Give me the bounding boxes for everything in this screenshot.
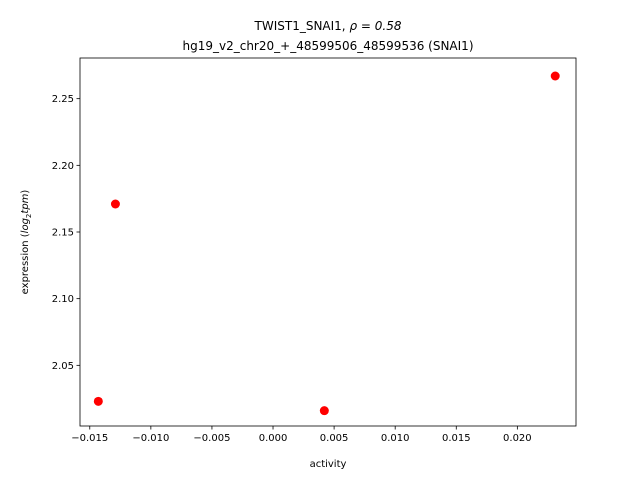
x-axis-label: activity xyxy=(310,459,347,470)
x-tick-label: −0.005 xyxy=(193,433,230,444)
axes-frame xyxy=(79,57,577,427)
y-tick-label: 2.25 xyxy=(52,94,74,105)
axes-background xyxy=(80,58,576,426)
title-series: TWIST1_SNAI1, xyxy=(254,19,350,33)
data-point xyxy=(110,199,120,209)
data-point xyxy=(550,71,560,81)
x-tick-label: 0.005 xyxy=(320,433,349,444)
x-tick-label: 0.000 xyxy=(259,433,288,444)
data-point xyxy=(93,396,103,406)
data-points xyxy=(93,71,560,416)
x-axis-ticks: −0.015 −0.010 −0.005 0.000 0.005 0.010 0.015 0.… xyxy=(71,426,532,444)
y-tick-label: 2.05 xyxy=(52,361,74,372)
y-label-prefix: expression ( xyxy=(20,233,31,294)
x-tick-label: −0.015 xyxy=(71,433,108,444)
y-label-suffix: ) xyxy=(20,190,31,194)
y-tick-label: 2.20 xyxy=(52,161,74,172)
chart-title-line1: TWIST1_SNAI1, ρ = 0.58 xyxy=(254,19,402,33)
chart-title-line2: hg19_v2_chr20_+_48599506_48599536 (SNAI1… xyxy=(183,39,474,53)
title-rho: ρ = 0.58 xyxy=(349,19,401,33)
plot-area xyxy=(80,58,576,426)
x-tick-label: −0.010 xyxy=(132,433,169,444)
x-tick-label: 0.010 xyxy=(381,433,410,444)
y-label-sub: 2 xyxy=(25,214,33,218)
data-point xyxy=(319,406,329,416)
y-label-log: log xyxy=(20,218,31,233)
x-tick-label: 0.020 xyxy=(503,433,532,444)
y-label-tpm: tpm xyxy=(20,193,31,213)
y-axis-ticks: 2.05 2.10 2.15 2.20 2.25 xyxy=(52,94,80,372)
y-axis-label: expression (log2tpm) xyxy=(20,190,33,295)
y-tick-label: 2.10 xyxy=(52,294,74,305)
y-tick-label: 2.15 xyxy=(52,228,74,239)
x-tick-label: 0.015 xyxy=(442,433,471,444)
